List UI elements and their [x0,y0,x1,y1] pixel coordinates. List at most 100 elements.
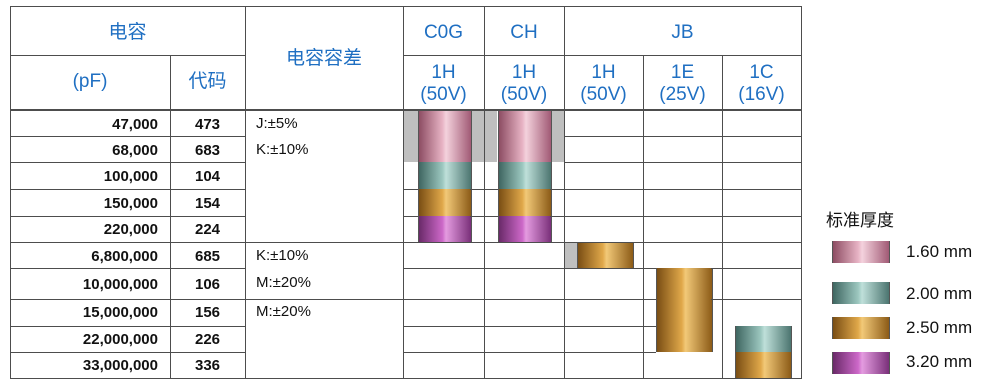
code-cell: 224 [194,221,221,238]
grid-line [10,216,245,217]
grid-line [564,6,565,379]
grid-line [403,55,802,56]
cap-cell: 100,000 [103,168,158,185]
grid-line [484,6,485,379]
code-cell: 226 [194,331,221,348]
grid-line [564,162,802,163]
chip-jb-1e-2.50mm [656,268,713,352]
legend-label: 3.20 mm [906,352,973,371]
legend-title: 标准厚度 [826,211,894,230]
grid-line [170,55,171,379]
code-cell: 683 [194,142,221,159]
cap-cell: 47,000 [112,116,158,133]
grid-line [403,189,418,190]
cap-cell: 10,000,000 [82,276,158,293]
voltage-c0g-1: 1H [431,62,456,83]
grid-line [10,162,245,163]
voltage-ch-1: 1H [511,62,537,83]
tolerance-text: J:±5% [256,115,298,132]
grid-line [550,216,802,217]
grid-line [10,189,245,190]
capacitance-header: 电容 [108,22,147,43]
chip-c0g-3.20mm [418,216,472,242]
chip-ch-3.20mm [498,216,552,242]
grid-line [403,299,656,300]
cap-cell: 150,000 [103,195,158,212]
voltage-jb2-2: (25V) [659,84,706,105]
chip-jb-1h-2.50mm [577,242,634,268]
voltage-ch-2: (50V) [500,84,548,105]
grid-line [550,189,802,190]
grid-line [711,268,802,269]
cap-cell: 220,000 [103,221,158,238]
legend-label: 2.00 mm [906,284,973,303]
chip-jb-1c-2.50mm [735,352,792,378]
grid-line [564,136,802,137]
voltage-c0g-2: (50V) [420,84,467,105]
code-cell: 156 [194,304,221,321]
chip-c0g-1.60mm [418,110,472,162]
voltage-jb3-1: 1C [749,62,774,83]
tolerance-text: K:±10% [256,141,309,158]
unavailable-cell [404,110,418,162]
tolerance-text: M:±20% [256,303,311,320]
legend-swatch-1.60mm [832,241,890,263]
unavailable-cell [565,242,577,268]
code-cell: 685 [194,248,221,265]
table-border-top [10,6,802,7]
chip-ch-2.50mm [498,189,552,216]
unavailable-cell [552,110,564,162]
grid-line [10,352,245,353]
cap-cell: 22,000,000 [82,331,158,348]
grid-line [10,299,245,300]
chip-ch-2.00mm [498,162,552,189]
grid-line [403,352,656,353]
pf-header: (pF) [72,71,108,92]
grid-line [722,55,723,379]
grid-line [245,6,246,379]
grid-line [643,55,644,379]
tolerance-text: K:±10% [256,247,309,264]
cap-cell: 68,000 [112,142,158,159]
grid-line [403,268,656,269]
cap-cell: 15,000,000 [82,304,158,321]
grid-line [245,299,403,300]
legend-swatch-2.50mm [832,317,890,339]
c0g-header: C0G [423,22,464,43]
grid-line [403,216,418,217]
grid-line [10,55,245,56]
cap-cell: 33,000,000 [82,357,158,374]
voltage-jb3-2: (16V) [738,84,785,105]
chip-c0g-2.50mm [418,189,472,216]
voltage-jb1-2: (50V) [580,84,627,105]
unavailable-cell [472,110,484,162]
grid-line [711,299,802,300]
legend-swatch-3.20mm [832,352,890,374]
code-cell: 336 [194,357,221,374]
chip-ch-1.60mm [498,110,552,162]
legend-swatch-2.00mm [832,282,890,304]
tolerance-text: M:±20% [256,274,311,291]
grid-line [10,136,245,137]
code-cell: 154 [194,195,221,212]
cap-cell: 6,800,000 [91,248,158,265]
code-cell: 106 [194,276,221,293]
table-border-bottom [10,378,802,379]
grid-line-header-bottom [10,109,802,111]
chip-jb-1c-2.00mm [735,326,792,352]
grid-line [10,326,245,327]
voltage-jb1-1: 1H [591,62,616,83]
ch-header: CH [510,22,538,43]
code-cell: 104 [194,168,221,185]
grid-line [403,326,656,327]
legend-label: 2.50 mm [906,318,973,337]
voltage-jb2-1: 1E [670,62,695,83]
table-border-left [10,6,11,379]
unavailable-cell [485,110,497,162]
jb-header: JB [671,22,694,43]
code-cell: 473 [194,116,221,133]
legend-label: 1.60 mm [906,242,973,261]
table-border-right [801,6,802,379]
code-header: 代码 [188,71,227,92]
chip-c0g-2.00mm [418,162,472,189]
